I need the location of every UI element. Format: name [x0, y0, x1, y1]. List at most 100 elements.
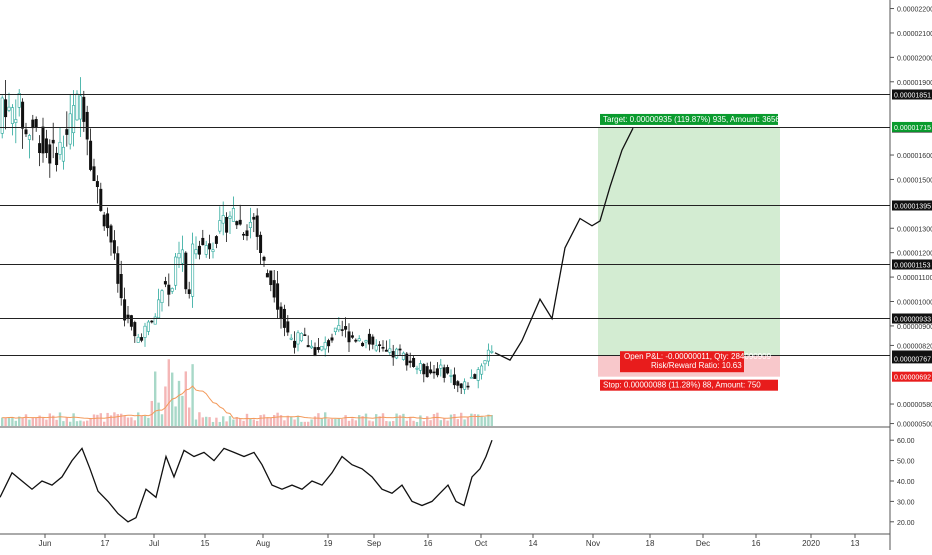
candle-body	[395, 348, 399, 359]
volume-bar	[422, 421, 425, 426]
candle-body	[58, 141, 62, 155]
volume-bar	[225, 421, 228, 426]
price-axis[interactable]: 0.00002200 0.00002100 0.00002000 0.00001900…	[890, 7, 932, 429]
candle-body	[235, 221, 239, 226]
candle-body	[133, 322, 137, 337]
volume-bar	[324, 412, 327, 426]
candle-body	[466, 385, 470, 388]
volume-bar	[7, 417, 11, 426]
candle-body	[75, 93, 79, 121]
volume-bar	[137, 412, 140, 426]
time-tick-label: 13	[851, 539, 860, 548]
candle-body	[140, 337, 144, 341]
candle-body	[180, 249, 184, 264]
candle-body	[27, 135, 31, 140]
volume-bar	[65, 417, 68, 426]
level-price-label: 0.00001395	[894, 204, 931, 211]
candle-body	[21, 101, 25, 129]
time-tick-label: 15	[201, 539, 210, 548]
price-tick-label: 0.00001100	[897, 275, 932, 282]
price-tick-label: 0.00001600	[897, 153, 932, 160]
volume-bar	[395, 413, 398, 426]
candle-body	[384, 349, 388, 352]
level-price-badge	[892, 89, 932, 100]
candle-body	[78, 95, 82, 120]
volume-bar	[317, 413, 320, 426]
candle-body	[262, 256, 266, 261]
candle-body	[276, 283, 280, 310]
projection-path[interactable]	[494, 127, 634, 361]
position-tool[interactable]	[598, 126, 780, 377]
volume-bar	[385, 421, 388, 426]
volume-bar	[307, 421, 310, 426]
price-axis-badge	[892, 371, 932, 382]
volume-bar	[130, 417, 133, 426]
volume-bar	[75, 421, 79, 426]
candle-body	[238, 219, 242, 225]
rsi-pane	[0, 439, 493, 523]
volume-bar	[188, 407, 191, 426]
volume-bar	[449, 414, 453, 426]
volume-bar	[412, 420, 415, 426]
price-axis-badge-label: 0.00000767	[894, 356, 931, 363]
volume-bar	[228, 416, 232, 426]
candle-body	[459, 383, 463, 389]
volume-bar	[235, 417, 238, 426]
candle-body	[456, 381, 460, 386]
candle-body	[490, 350, 494, 353]
volume-bar	[426, 416, 429, 426]
volume-bar	[11, 417, 14, 426]
candle-body	[473, 374, 477, 379]
volume-bar	[409, 416, 412, 426]
volume-bar	[184, 371, 187, 426]
level-price-label: 0.00000933	[894, 317, 931, 324]
volume-bar	[368, 420, 371, 426]
volume-bar	[1, 417, 4, 426]
candle-body	[303, 334, 307, 336]
volume-bar	[120, 413, 123, 426]
price-tick-label: 0.00001500	[897, 177, 932, 184]
candle-body	[153, 316, 157, 325]
volume-bar	[358, 415, 361, 426]
candle-body	[350, 335, 354, 338]
candle-body	[194, 249, 198, 255]
volume-bar	[351, 418, 354, 426]
volume-bar	[252, 419, 255, 426]
candle-body	[357, 338, 361, 342]
price-tick-label: 0.00001000	[897, 299, 932, 306]
candle-body	[361, 342, 365, 347]
volume-bar	[242, 420, 245, 426]
volume-bar	[286, 415, 289, 426]
volume-bar	[341, 419, 344, 426]
stop-label-badge	[600, 379, 778, 391]
candle-body	[157, 299, 161, 319]
price-tick-label: 0.00000580	[897, 402, 932, 409]
candle-body	[299, 332, 303, 342]
time-tick-label: Oct	[475, 539, 488, 548]
candle-body	[85, 111, 89, 140]
time-axis[interactable]: Jun 17 Jul 15 Aug 19 Sep 16 Oct 14 Nov 18 Dec 16 2020 1…	[39, 534, 860, 548]
candle-body	[323, 342, 327, 350]
target-zone[interactable]	[598, 126, 780, 356]
candle-body	[136, 336, 140, 343]
price-tick-label: 0.00001900	[897, 80, 932, 87]
volume-bar	[31, 417, 34, 426]
candle-body	[204, 245, 208, 255]
candle-body	[252, 216, 256, 220]
volume-bar	[201, 417, 204, 426]
level-price-label: 0.00001851	[894, 93, 931, 100]
candle-body	[452, 374, 456, 386]
candle-body	[327, 340, 331, 347]
candle-body	[231, 208, 235, 222]
volume-bar	[443, 418, 446, 426]
candle-body	[225, 217, 229, 233]
candle-body	[116, 253, 120, 284]
candle-body	[201, 237, 205, 246]
volume-bar	[436, 412, 439, 426]
volume-bar	[140, 415, 143, 426]
candle-body	[354, 339, 358, 342]
level-price-badge	[892, 259, 932, 270]
candle-body	[187, 289, 191, 294]
